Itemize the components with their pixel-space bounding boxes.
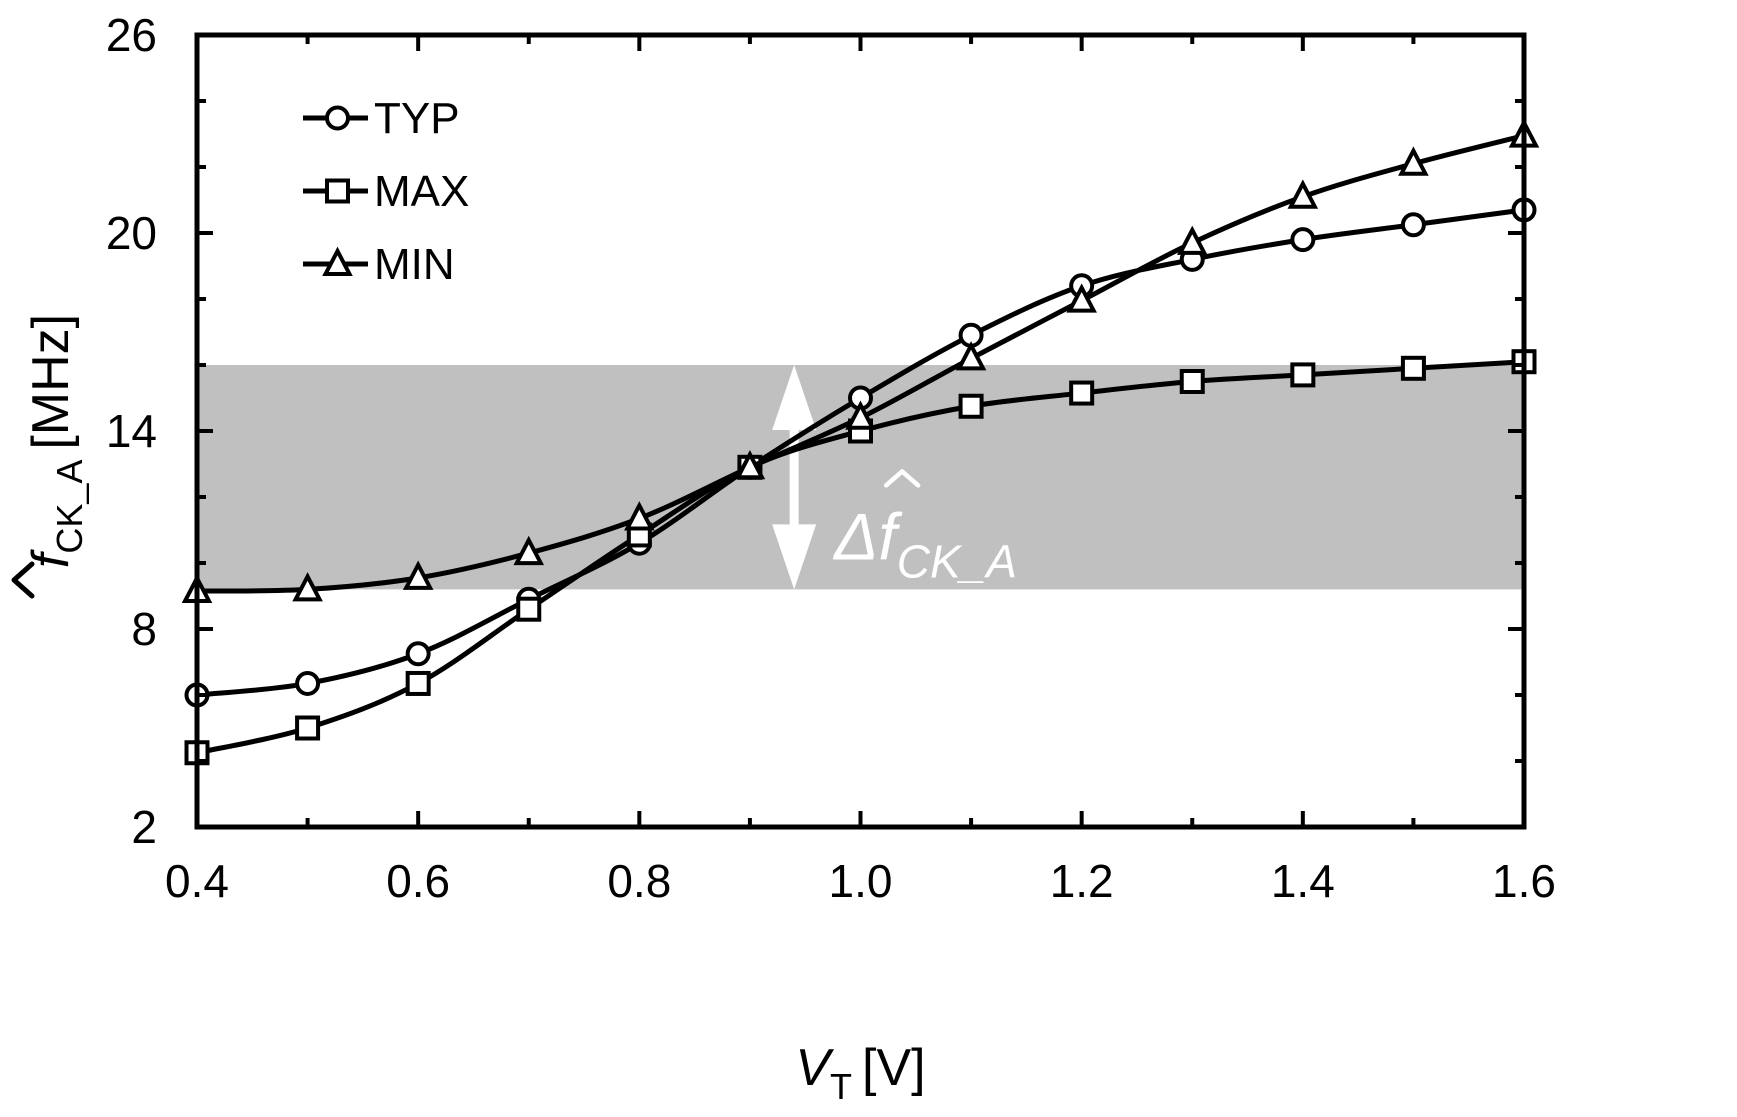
series-typ-point: [1290, 227, 1316, 253]
series-max-point: [1290, 362, 1316, 388]
legend-item-min: MIN: [303, 240, 455, 289]
series-max-point: [1069, 380, 1095, 406]
series-max-point: [516, 596, 542, 622]
y-tick-label: 26: [106, 9, 157, 61]
delta-f-label: ΔfCK_A: [832, 499, 1017, 587]
y-axis-title-unit: [MHz]: [22, 314, 80, 450]
x-axis-title: VT [V]: [795, 1039, 925, 1107]
series-max-point: [1400, 355, 1426, 381]
x-tick-label: 0.6: [386, 855, 450, 907]
series-min-point: [1287, 179, 1319, 209]
x-tick-label: 1.2: [1050, 855, 1114, 907]
x-tick-label: 0.4: [165, 855, 229, 907]
legend-label-min: MIN: [374, 240, 455, 289]
x-axis-title-main: V: [795, 1039, 834, 1097]
series-min-point: [955, 341, 987, 371]
series-layer: [181, 118, 1540, 766]
series-min-point: [402, 560, 434, 590]
series-min-point: [1176, 225, 1208, 255]
legend-marker-typ: [325, 105, 350, 131]
y-tick-label: 20: [106, 207, 157, 259]
series-min-point: [1066, 283, 1097, 313]
series-typ-point: [295, 670, 321, 696]
delta-f-label-main: Δf: [832, 499, 903, 573]
delta-f-arrow: [772, 365, 817, 590]
series-max-point: [1179, 369, 1205, 394]
y-axis-title-sub: CK_A: [49, 460, 90, 554]
y-axis-title-group: fCK_A [MHz]: [11, 314, 90, 599]
tick-layer: [195, 33, 1526, 829]
series-max-point: [295, 715, 321, 741]
x-tick-label: 1.0: [829, 855, 893, 907]
delta-f-arrow-head-top: [772, 365, 817, 430]
y-axis-title: fCK_A [MHz]: [22, 314, 90, 568]
series-typ-point: [1400, 212, 1426, 238]
tick-label-layer: 0.4 0.6 0.8 1.0 1.2 1.4 1.6 2 8 14 20 26: [106, 9, 1556, 907]
x-tick-label: 1.6: [1492, 855, 1556, 907]
series-typ-point: [405, 641, 431, 667]
series-min-point: [845, 400, 876, 430]
legend-label-max: MAX: [374, 167, 469, 216]
series-min-point: [513, 535, 545, 566]
series-min-point: [1398, 146, 1429, 176]
legend-marker-max: [325, 178, 350, 204]
annotation-layer: ΔfCK_A: [772, 365, 1017, 590]
y-axis-hat: [11, 561, 35, 599]
y-tick-label: 2: [131, 801, 157, 853]
series-min-point: [292, 572, 323, 602]
legend: TYP MAX MIN: [303, 94, 469, 289]
series-min-point: [624, 501, 655, 531]
x-tick-label: 1.4: [1271, 855, 1335, 907]
delta-f-label-sub: CK_A: [897, 535, 1017, 587]
legend-item-max: MAX: [303, 167, 469, 216]
x-axis-title-unit: [V]: [862, 1039, 926, 1097]
y-tick-label: 14: [106, 405, 157, 457]
series-max-point: [405, 670, 431, 696]
x-axis-title-sub: T: [830, 1066, 852, 1107]
series-min-point: [734, 449, 766, 480]
y-axis-title-main: f: [22, 549, 80, 568]
x-tick-label: 0.8: [607, 855, 671, 907]
delta-f-hat: [883, 469, 921, 488]
legend-marker-min: [322, 246, 353, 276]
series-max-point: [958, 393, 984, 419]
legend-item-typ: TYP: [303, 94, 460, 143]
delta-f-arrow-head-bottom: [772, 524, 817, 590]
legend-label-typ: TYP: [374, 94, 460, 143]
y-tick-label: 8: [131, 603, 157, 655]
